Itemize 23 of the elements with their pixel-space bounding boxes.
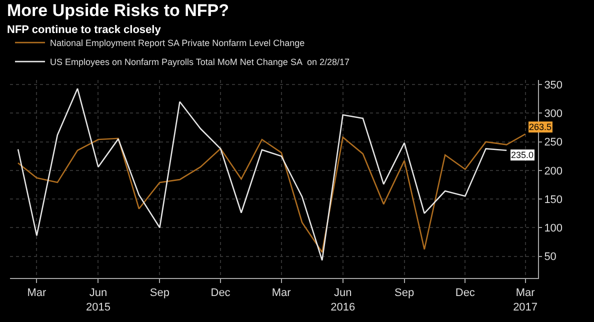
x-tick-label: Mar [272,287,292,300]
chart-subtitle: NFP continue to track closely [7,24,162,36]
x-tick-label: Mar [27,287,47,300]
y-tick-label: 250 [544,136,563,149]
y-tick-label: 150 [544,194,563,206]
x-tick-label: Jun 2016 [330,287,356,314]
line-series [17,88,508,261]
x-tick-label: Jun 2015 [86,287,110,314]
x-tick-label: Dec [455,287,476,300]
x-tick-label: Dec [210,287,231,300]
chart-title: More Upside Risks to NFP? [7,1,229,20]
annotation: 235.0 [511,150,534,160]
y-tick-label: 300 [544,108,563,120]
y-tick-label: 100 [544,222,563,234]
annotation: 263.5 [529,122,552,132]
x-tick-label: Sep [394,287,414,300]
y-tick-label: 350 [544,79,563,92]
legend-label: US Employees on Nonfarm Payrolls Total MoM Net Change SA on 2/28/17 [50,57,350,68]
y-tick-label: 50 [544,251,556,264]
x-tick-label: Mar 2017 [513,287,538,314]
y-tick-label: 200 [544,165,563,178]
legend-label: National Employment Report SA Private Nonfarm Level Change [50,38,305,48]
x-tick-label: Sep [150,287,170,300]
